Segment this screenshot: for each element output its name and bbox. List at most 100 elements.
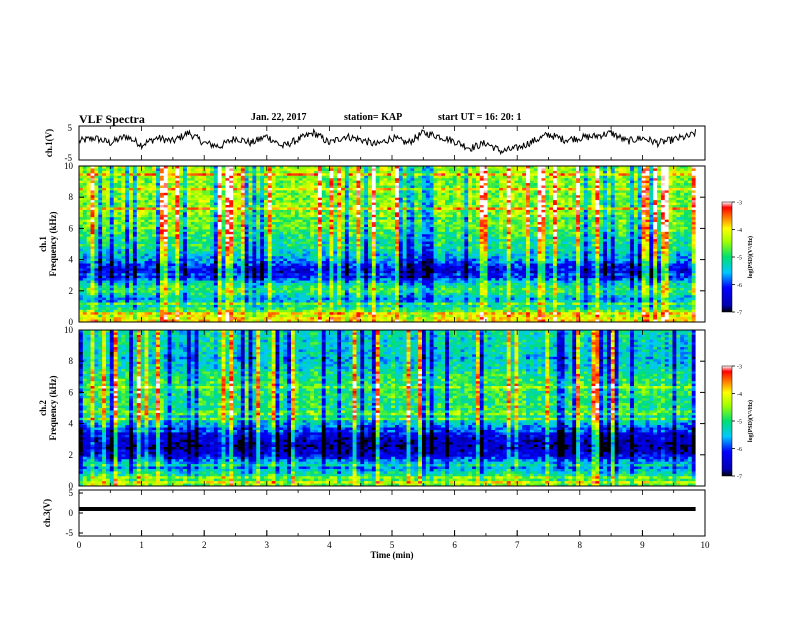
spectrogram-cell <box>90 292 95 296</box>
spectrogram-cell <box>283 302 288 306</box>
spectrogram-cell <box>337 314 342 318</box>
spectrogram-cell <box>317 207 323 211</box>
spectrogram-cell <box>175 200 180 203</box>
spectrogram-cell <box>341 319 346 323</box>
spectrogram-cell <box>368 265 373 269</box>
spectrogram-cell <box>171 222 176 225</box>
spectrogram-cell <box>102 292 107 296</box>
spectrogram-cell <box>267 195 273 199</box>
spectrogram-cell <box>98 180 103 184</box>
spectrogram-cell <box>206 200 211 203</box>
spectrogram-cell <box>310 224 315 228</box>
spectrogram-cell <box>356 244 361 247</box>
spectrogram-cell <box>233 239 238 242</box>
spectrogram-cell <box>271 180 276 184</box>
spectrogram-cell <box>225 268 230 272</box>
spectrogram-cell <box>86 287 91 291</box>
spectrogram-cell <box>98 239 103 242</box>
spectrogram-cell <box>344 187 350 191</box>
spectrogram-cell <box>129 202 134 206</box>
spectrogram-cell <box>140 248 145 252</box>
spectrogram-cell <box>233 175 238 179</box>
spectrogram-cell <box>183 273 188 277</box>
spectrogram-cell <box>271 302 276 306</box>
spectrogram-cell <box>337 224 342 228</box>
spectrogram-cell <box>275 231 280 235</box>
spectrogram-cell <box>90 183 95 186</box>
spectrogram-cell <box>183 226 188 230</box>
spectrogram-cell <box>229 314 234 318</box>
spectrogram-cell <box>240 302 246 306</box>
spectrogram-cell <box>140 219 145 223</box>
spectrogram-cell <box>244 244 249 247</box>
spectrogram-cell <box>217 178 222 182</box>
spectrogram-cell <box>275 219 280 223</box>
spectrogram-cell <box>144 258 149 262</box>
spectrogram-cell <box>171 304 176 308</box>
spectrogram-cell <box>125 200 130 203</box>
spectrogram-cell <box>329 192 334 196</box>
spectrogram-cell <box>356 190 361 194</box>
spectrogram-cell <box>186 280 192 284</box>
spectrogram-cell <box>279 261 284 264</box>
spectrogram-cell <box>267 251 273 255</box>
spectrogram-cell <box>117 275 122 279</box>
spectrogram-cell <box>171 319 176 323</box>
spectrogram-cell <box>217 253 222 257</box>
spectrogram-cell <box>283 275 288 279</box>
spectrogram-cell <box>117 175 122 179</box>
spectrogram-cell <box>302 205 307 208</box>
spectrogram-cell <box>306 265 311 269</box>
spectrogram-cell <box>140 234 145 238</box>
spectrogram-cell <box>229 241 234 245</box>
spectrogram-cell <box>159 207 165 211</box>
spectrogram-cell <box>117 302 122 306</box>
spectrogram-cell <box>325 200 330 203</box>
spectrogram-cell <box>186 295 192 299</box>
spectrogram-cell <box>302 251 307 255</box>
spectrogram-cell <box>333 290 338 294</box>
spectrogram-cell <box>244 168 249 172</box>
spectrogram-cell <box>225 251 230 255</box>
spectrogram-cell <box>271 236 276 240</box>
spectrogram-cell <box>109 226 115 230</box>
spectrogram-cell <box>186 275 192 279</box>
spectrogram-cell <box>186 253 192 257</box>
spectrogram-cell <box>240 290 246 294</box>
spectrogram-cell <box>105 246 111 250</box>
spectrogram-cell <box>240 309 246 313</box>
spectrogram-cell <box>229 180 234 184</box>
spectrogram-cell <box>194 270 199 274</box>
spectrogram-cell <box>263 197 269 201</box>
spectrogram-cell <box>271 307 276 311</box>
spectrogram-cell <box>267 290 273 294</box>
spectrogram-cell <box>329 304 334 308</box>
spectrogram-cell <box>341 195 346 199</box>
spectrogram-cell <box>375 170 380 174</box>
spectrogram-cell <box>98 278 103 281</box>
spectrogram-cell <box>229 190 234 194</box>
spectrogram-cell <box>290 212 296 216</box>
spectrogram-cell <box>275 297 280 301</box>
spectrogram-cell <box>129 258 134 262</box>
spectrogram-cell <box>306 297 311 301</box>
spectrogram-cell <box>321 192 327 196</box>
spectrogram-cell <box>121 224 126 228</box>
spectrogram-cell <box>352 224 357 228</box>
spectrogram-cell <box>148 241 153 245</box>
spectrogram-cell <box>171 300 176 303</box>
spectrogram-cell <box>186 170 192 174</box>
spectrogram-cell <box>344 307 350 311</box>
spectrogram-cell <box>117 287 122 291</box>
spectrogram-cell <box>144 246 149 250</box>
spectrogram-cell <box>256 224 261 228</box>
spectrogram-cell <box>229 234 234 238</box>
spectrogram-cell <box>167 300 172 303</box>
spectrogram-cell <box>152 175 157 179</box>
spectrogram-cell <box>167 207 172 211</box>
spectrogram-cell <box>109 275 115 279</box>
spectrogram-cell <box>167 205 172 208</box>
spectrogram-cell <box>310 166 315 169</box>
spectrogram-cell <box>102 207 107 211</box>
spectrogram-cell <box>260 178 265 182</box>
